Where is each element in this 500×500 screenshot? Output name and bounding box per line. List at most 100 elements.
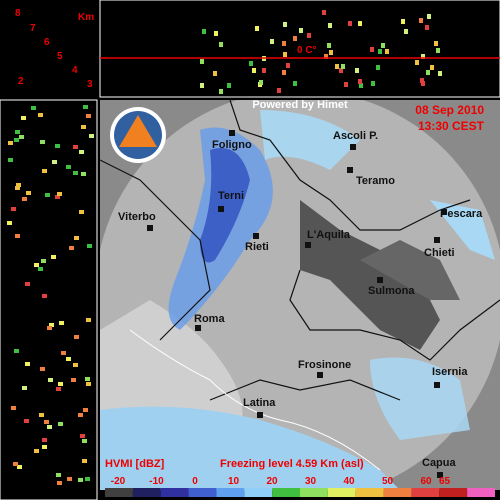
cross-cell — [255, 26, 259, 31]
color-swatch — [244, 488, 273, 497]
cross-cell — [22, 197, 27, 201]
cross-cell — [52, 160, 57, 164]
cross-cell — [40, 367, 45, 371]
cross-cell — [286, 63, 290, 68]
cross-cell — [21, 116, 26, 120]
color-swatch — [188, 488, 217, 497]
city-marker — [305, 242, 311, 248]
city-label: L'Aquila — [307, 229, 351, 241]
cross-cell — [7, 221, 12, 225]
cross-cell — [81, 172, 86, 176]
cross-cell — [270, 39, 274, 44]
scale-label: 10 — [228, 476, 240, 487]
cross-cell — [359, 83, 363, 88]
cross-cell — [57, 192, 62, 196]
cross-cell — [25, 362, 30, 366]
left-cells — [7, 105, 94, 485]
rain-light — [260, 110, 360, 170]
height-label: 5 — [57, 51, 63, 62]
cross-cell — [55, 144, 60, 148]
city-label: Frosinone — [298, 359, 351, 371]
cross-cell — [42, 445, 47, 449]
city-marker — [347, 167, 353, 173]
cities: Foligno Ascoli P. Terni Teramo Viterbo Pescar… — [118, 130, 483, 478]
cross-cell — [59, 321, 64, 325]
cross-cell — [44, 420, 49, 424]
cross-cell — [283, 22, 287, 27]
cross-cell — [259, 80, 263, 85]
city-marker — [253, 233, 259, 239]
cross-cell — [66, 357, 71, 361]
cross-cell — [78, 478, 83, 482]
cross-cell — [370, 47, 374, 52]
color-bar: -20 -10 0 10 20 30 40 50 60 65 — [105, 476, 495, 497]
cross-cell — [31, 106, 36, 110]
rain-core — [200, 148, 250, 263]
borders — [100, 100, 500, 401]
cross-cell — [421, 54, 425, 59]
time: 13:30 CEST — [418, 119, 485, 133]
cross-cell — [86, 114, 91, 118]
color-swatch — [272, 488, 300, 497]
cross-cell — [42, 438, 47, 442]
color-swatch — [105, 488, 133, 497]
km-unit: Km — [78, 12, 94, 23]
cross-cell — [61, 351, 66, 355]
sea-rain — [100, 406, 400, 490]
zero-label: 0 C° — [297, 45, 317, 56]
cross-cell — [277, 88, 281, 93]
cross-cell — [69, 246, 74, 250]
scale-label: 30 — [305, 476, 317, 487]
color-swatch — [411, 488, 440, 497]
cross-cell — [38, 267, 43, 271]
rain-light — [370, 357, 470, 440]
cross-cell — [19, 135, 24, 139]
city-label: Ascoli P. — [333, 130, 378, 142]
cross-cell — [415, 60, 419, 65]
city-label: Terni — [218, 190, 244, 202]
cross-cell — [16, 183, 21, 187]
city-marker — [147, 225, 153, 231]
cross-cell — [83, 105, 88, 109]
cross-cell — [85, 477, 90, 481]
scale-label: -10 — [149, 476, 164, 487]
cross-cell — [425, 25, 429, 30]
city-label: Sulmona — [368, 285, 415, 297]
cross-cell — [227, 83, 231, 88]
city-marker — [317, 372, 323, 378]
cross-cell — [355, 68, 359, 73]
city-label: Capua — [422, 457, 457, 469]
cross-cell — [73, 363, 78, 367]
cross-cell — [87, 244, 92, 248]
cross-cell — [214, 31, 218, 36]
cross-cell — [282, 70, 286, 75]
scale-label: 60 — [420, 476, 432, 487]
logo — [119, 115, 157, 147]
cross-cell — [262, 68, 266, 73]
cross-cell — [344, 82, 348, 87]
cross-cell — [202, 29, 206, 34]
cross-cell — [335, 64, 339, 69]
cross-cell — [85, 377, 90, 381]
cross-cell — [45, 193, 50, 197]
cross-cell — [299, 28, 303, 33]
cross-cell — [426, 70, 430, 75]
top-cells — [200, 10, 442, 94]
cross-cell — [49, 323, 54, 327]
cross-cell — [327, 43, 331, 48]
cross-cell — [42, 294, 47, 298]
top-panel — [99, 0, 500, 98]
cross-cell — [47, 425, 52, 429]
color-swatch — [132, 488, 161, 497]
cross-cell — [213, 71, 217, 76]
height-label: 8 — [15, 8, 21, 19]
cross-cell — [38, 113, 43, 117]
coastline — [129, 329, 381, 471]
city-marker — [257, 412, 263, 418]
color-swatch — [216, 488, 245, 497]
cross-cell — [74, 236, 79, 240]
cross-cell — [83, 408, 88, 412]
cross-cell — [434, 41, 438, 46]
